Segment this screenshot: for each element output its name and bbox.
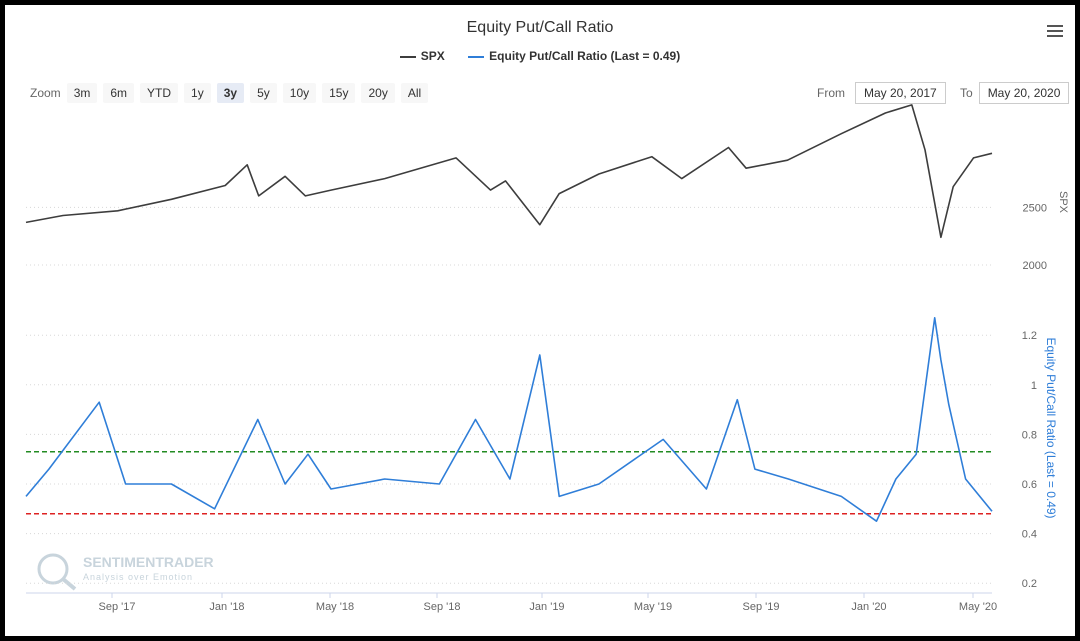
zoom-button-20y[interactable]: 20y xyxy=(361,83,395,103)
pcr-tick-label: 0.4 xyxy=(1022,529,1037,541)
pcr-tick-label: 1 xyxy=(1031,380,1037,392)
zoom-button-15y[interactable]: 15y xyxy=(322,83,356,103)
watermark-name: SENTIMENTRADER xyxy=(83,554,214,570)
spx-line xyxy=(25,104,993,239)
legend-item-pcr[interactable]: Equity Put/Call Ratio (Last = 0.49) xyxy=(468,49,680,63)
range-to-input[interactable]: May 20, 2020 xyxy=(978,82,1070,104)
range-from-input[interactable]: May 20, 2017 xyxy=(855,82,946,104)
watermark-tagline: Analysis over Emotion xyxy=(83,572,193,582)
watermark-logo: SENTIMENTRADER Analysis over Emotion xyxy=(37,553,214,591)
range-to-label: To xyxy=(960,86,973,100)
pcr-tick-label: 0.2 xyxy=(1022,578,1037,590)
pcr-tick-label: 0.8 xyxy=(1022,429,1037,441)
range-to: To May 20, 2020 xyxy=(960,82,1070,104)
zoom-label: Zoom xyxy=(30,86,61,100)
legend-item-spx[interactable]: SPX xyxy=(399,49,445,63)
legend: SPX Equity Put/Call Ratio (Last = 0.49) xyxy=(5,49,1075,63)
zoom-button-3y[interactable]: 3y xyxy=(216,83,245,103)
zoom-buttons: 3m 6m YTD 1y 3y 5y 10y 15y 20y All xyxy=(66,83,435,103)
x-tick-label: May '20 xyxy=(959,601,997,613)
range-from-label: From xyxy=(817,86,845,100)
zoom-button-all[interactable]: All xyxy=(400,83,429,103)
legend-swatch-pcr xyxy=(468,55,485,58)
context-menu-icon[interactable] xyxy=(1047,25,1063,39)
watermark-logo-handle xyxy=(61,577,77,591)
zoom-button-6m[interactable]: 6m xyxy=(103,83,135,103)
x-tick-label: Jan '20 xyxy=(851,601,886,613)
zoom-button-5y[interactable]: 5y xyxy=(250,83,277,103)
zoom-button-3m[interactable]: 3m xyxy=(66,83,98,103)
x-tick-label: Jan '18 xyxy=(209,601,244,613)
watermark-logo-circle xyxy=(37,553,69,585)
x-tick-label: May '18 xyxy=(316,601,354,613)
spx-tick-label: 2000 xyxy=(1023,260,1047,272)
spx-tick-label: 2500 xyxy=(1023,202,1047,214)
x-tick-label: Jan '19 xyxy=(529,601,564,613)
legend-label-spx: SPX xyxy=(420,49,445,63)
zoom-button-10y[interactable]: 10y xyxy=(282,83,317,103)
x-tick-label: Sep '18 xyxy=(424,601,461,613)
zoom-selector: Zoom 3m 6m YTD 1y 3y 5y 10y 15y 20y All xyxy=(30,83,434,103)
legend-swatch-spx xyxy=(399,55,416,58)
pcr-tick-label: 0.6 xyxy=(1022,479,1037,491)
spx-axis-title: SPX xyxy=(1057,191,1069,214)
chart-title: Equity Put/Call Ratio xyxy=(466,19,614,36)
range-from: From May 20, 2017 xyxy=(817,82,946,104)
pcr-tick-label: 1.2 xyxy=(1022,330,1037,342)
chart-svg: SENTIMENTRADER Analysis over Emotion 2000 2… xyxy=(25,104,1069,613)
legend-label-pcr: Equity Put/Call Ratio (Last = 0.49) xyxy=(489,49,681,63)
zoom-button-ytd[interactable]: YTD xyxy=(140,83,179,103)
pcr-line xyxy=(25,317,993,522)
x-tick-label: Sep '19 xyxy=(743,601,780,613)
x-tick-label: Sep '17 xyxy=(99,601,136,613)
zoom-button-1y[interactable]: 1y xyxy=(184,83,211,103)
x-tick-label: May '19 xyxy=(634,601,672,613)
pcr-axis-title: Equity Put/Call Ratio (Last = 0.49) xyxy=(1044,337,1058,518)
